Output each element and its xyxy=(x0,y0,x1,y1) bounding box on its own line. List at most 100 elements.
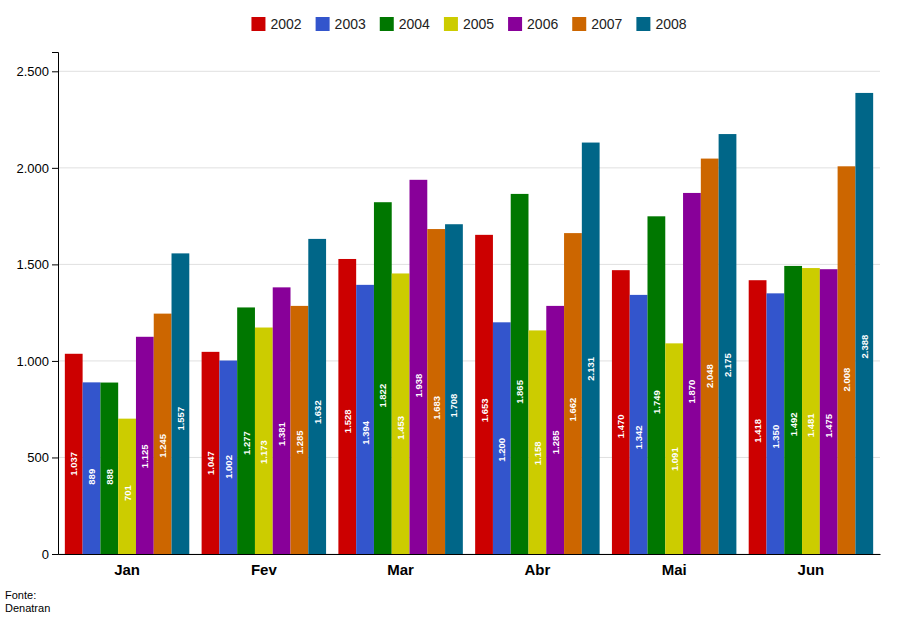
data-label: 1.453 xyxy=(395,416,406,440)
legend: 2002 2003 2004 2005 2006 2007 2008 xyxy=(251,16,686,32)
bar xyxy=(784,266,802,554)
data-label: 1.653 xyxy=(479,398,490,422)
bar xyxy=(136,337,154,554)
legend-label: 2005 xyxy=(463,16,494,32)
legend-item: 2002 xyxy=(251,16,301,32)
data-label: 1.662 xyxy=(567,398,578,422)
bar xyxy=(665,343,683,554)
axis-line xyxy=(52,53,59,555)
data-label: 1.285 xyxy=(294,430,305,454)
data-label: 1.173 xyxy=(258,440,269,464)
tick: Jan xyxy=(114,561,140,578)
tick: 1.000 xyxy=(16,354,58,369)
data-label: 2.175 xyxy=(722,352,733,376)
bar xyxy=(820,269,838,554)
data-label: 1.047 xyxy=(205,451,216,475)
bar xyxy=(291,306,309,554)
data-label: 1.418 xyxy=(752,419,763,443)
bar xyxy=(374,202,392,554)
bar xyxy=(511,194,529,554)
bar xyxy=(582,143,600,554)
chart: 1.0371.0471.5281.6531.4701.4188891.0021.… xyxy=(0,0,900,618)
data-label: 1.381 xyxy=(276,421,287,445)
bar xyxy=(65,354,83,554)
legend-label: 2002 xyxy=(270,16,301,32)
bar xyxy=(100,383,118,554)
bar xyxy=(392,273,410,554)
tick: Fev xyxy=(251,561,278,578)
data-label: 1.002 xyxy=(223,455,234,479)
tick-mark xyxy=(52,264,58,265)
bar xyxy=(855,93,873,554)
bar xyxy=(118,419,136,554)
data-label: 1.285 xyxy=(550,430,561,454)
data-label: 1.475 xyxy=(823,413,834,437)
data-label: 1.481 xyxy=(805,413,816,437)
data-labels: 1.0371.0471.5281.6531.4701.4188891.0021.… xyxy=(68,335,870,501)
bar xyxy=(83,382,101,554)
axis-line xyxy=(59,554,881,555)
bar xyxy=(630,295,648,554)
y-axis: 05001.0001.5002.0002.500 xyxy=(16,53,58,562)
tick-mark xyxy=(52,457,58,458)
data-label: 1.342 xyxy=(633,426,644,450)
data-label: 1.245 xyxy=(157,433,168,457)
legend-item: 2008 xyxy=(636,16,686,32)
bar xyxy=(493,322,511,554)
tick-label: Mai xyxy=(662,561,687,578)
legend-item: 2007 xyxy=(572,16,622,32)
legend-label: 2003 xyxy=(335,16,366,32)
tick-label: 500 xyxy=(27,450,49,465)
bar xyxy=(546,306,564,554)
legend-swatch xyxy=(444,17,458,31)
data-label: 2.008 xyxy=(841,368,852,392)
x-axis: JanFevMarAbrMaiJun xyxy=(59,555,881,578)
tick-label: Jan xyxy=(114,561,140,578)
data-label: 889 xyxy=(86,469,97,485)
tick-mark xyxy=(52,554,58,555)
tick-label: Jun xyxy=(798,561,825,578)
bar xyxy=(445,224,463,554)
bar xyxy=(273,287,291,554)
tick-label: Mar xyxy=(387,561,414,578)
bar xyxy=(564,233,582,554)
grid xyxy=(58,71,880,554)
data-label: 1.683 xyxy=(431,396,442,420)
legend-item: 2004 xyxy=(380,16,430,32)
data-label: 1.865 xyxy=(514,379,525,403)
legend-swatch xyxy=(316,17,330,31)
bar xyxy=(838,166,856,554)
tick: 2.000 xyxy=(16,161,58,176)
bar xyxy=(356,285,374,554)
annotation: Fonte:Denatran xyxy=(5,589,50,614)
data-label: 1.822 xyxy=(377,384,388,408)
bar xyxy=(172,253,190,554)
tick: 500 xyxy=(27,450,58,465)
data-label: 2.048 xyxy=(704,364,715,388)
tick-mark xyxy=(52,361,58,362)
grid-line xyxy=(58,71,880,72)
bar xyxy=(701,159,719,554)
grid-line xyxy=(58,167,880,168)
data-label: 1.492 xyxy=(788,412,799,436)
bar xyxy=(219,361,237,554)
data-label: 1.350 xyxy=(770,425,781,449)
legend-label: 2004 xyxy=(399,16,430,32)
bar xyxy=(308,239,326,554)
bar xyxy=(427,229,445,554)
tick-mark xyxy=(52,168,58,169)
data-label: 1.200 xyxy=(496,438,507,462)
legend-swatch xyxy=(380,17,394,31)
bar-series xyxy=(154,159,856,554)
legend-label: 2008 xyxy=(655,16,686,32)
data-label: 1.125 xyxy=(139,444,150,468)
legend-item: 2006 xyxy=(508,16,558,32)
tick-mark xyxy=(52,71,58,72)
legend-swatch xyxy=(251,17,265,31)
tick: Mar xyxy=(387,561,414,578)
tick-label: 0 xyxy=(42,547,49,562)
bar xyxy=(683,193,701,554)
data-label: 1.632 xyxy=(312,400,323,424)
bar xyxy=(475,235,493,554)
data-label: 1.557 xyxy=(175,407,186,431)
